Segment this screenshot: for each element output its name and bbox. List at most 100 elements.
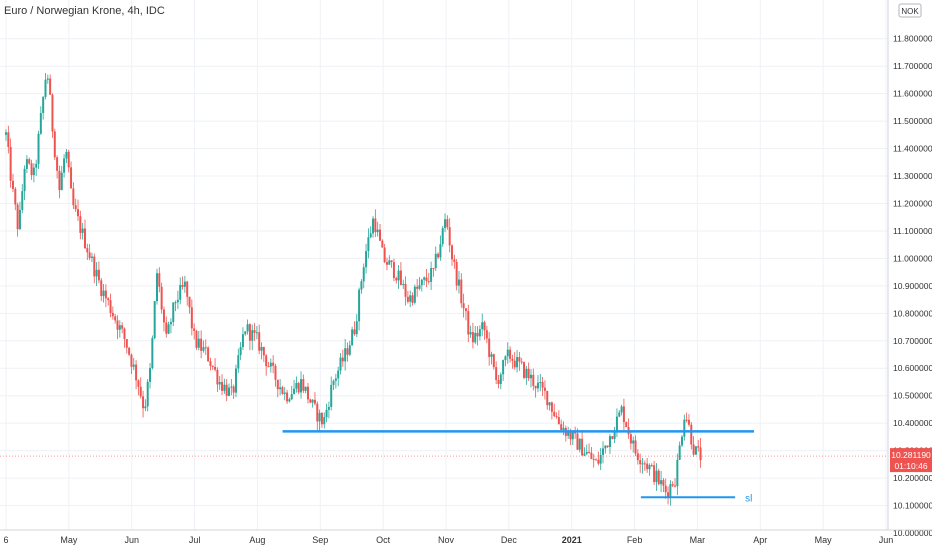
candle-body (374, 218, 377, 233)
candle-body (478, 329, 481, 337)
candle-body (81, 228, 84, 233)
candle-body (58, 170, 61, 191)
candle-body (483, 322, 486, 331)
candles-group (0, 73, 888, 506)
candle-body (650, 465, 653, 467)
candle-body (457, 279, 460, 286)
candle-body (323, 417, 326, 425)
price-axis-panel (888, 0, 932, 530)
candle-body (381, 240, 384, 248)
price-tick-label: 10.600000 (893, 363, 932, 373)
candle-body (474, 332, 477, 343)
candle-body (246, 324, 249, 332)
candle-body (267, 366, 270, 368)
candle-body (132, 364, 135, 367)
candle-body (399, 270, 402, 285)
price-tick-label: 10.200000 (893, 473, 932, 483)
candle-body (107, 298, 110, 301)
candle-body (404, 283, 407, 297)
time-tick-label: Oct (376, 535, 391, 545)
candle-body (169, 322, 172, 325)
candle-body (74, 205, 77, 210)
candle-body (334, 378, 337, 381)
candle-body (11, 180, 14, 189)
candle-body (311, 399, 314, 403)
candle-body (341, 357, 344, 362)
candle-body (625, 422, 628, 428)
candle-body (353, 329, 356, 335)
candle-body (51, 94, 54, 132)
candle-body (687, 419, 690, 425)
candle-body (567, 431, 570, 436)
candle-body (244, 331, 247, 335)
candle-body (151, 338, 154, 369)
time-tick-label: Jul (189, 535, 201, 545)
candle-body (615, 416, 618, 433)
candle-body (313, 399, 316, 404)
candle-body (293, 388, 296, 395)
candle-body (339, 357, 342, 371)
candle-body (39, 113, 42, 134)
candle-body (25, 159, 28, 169)
candle-body (576, 433, 579, 450)
candle-body (676, 459, 679, 487)
candle-body (190, 307, 193, 329)
candle-body (379, 229, 381, 241)
candle-body (286, 392, 289, 402)
candle-body (683, 419, 686, 437)
candle-body (121, 325, 124, 329)
candle-body (694, 446, 697, 455)
currency-badge-box (898, 3, 922, 18)
candle-body (79, 216, 82, 233)
candle-body (629, 434, 632, 444)
candle-body (667, 492, 670, 497)
candle-body (430, 268, 433, 282)
candle-body (330, 384, 333, 408)
candle-body (643, 463, 646, 465)
candle-body (462, 303, 465, 309)
candle-body (325, 409, 328, 418)
candle-body (611, 436, 614, 439)
candle-body (455, 261, 458, 286)
candle-body (88, 252, 91, 258)
candle-body (318, 412, 321, 422)
candle-body (529, 374, 532, 379)
price-tick-label: 10.900000 (893, 281, 932, 291)
candle-body (274, 365, 277, 380)
candle-body (23, 168, 26, 192)
candle-body (258, 332, 261, 351)
candle-body (70, 167, 73, 189)
price-tick-label: 10.700000 (893, 336, 932, 346)
candle-body (418, 285, 421, 289)
candle-body (532, 374, 535, 386)
drawings-group[interactable]: sl (282, 430, 754, 504)
candle-body (304, 386, 307, 391)
price-tick-label: 11.500000 (893, 116, 932, 126)
candle-body (413, 286, 416, 303)
time-tick-label: Apr (753, 535, 767, 545)
price-tick-label: 11.800000 (893, 34, 932, 44)
candle-body (135, 364, 138, 381)
candle-body (37, 133, 40, 164)
candle-body (123, 328, 126, 340)
candle-body (142, 396, 145, 409)
candle-body (416, 286, 419, 289)
candle-body (469, 332, 472, 335)
candle-body (655, 470, 658, 483)
price-axis[interactable]: 11.800000 11.700000 11.600000 11.500000 11.4… (887, 0, 932, 538)
candle-body (397, 270, 400, 281)
candle-body (77, 209, 80, 217)
candle-body (680, 436, 683, 446)
candle-body (390, 260, 393, 263)
candle-body (432, 268, 435, 270)
price-tick-label: 11.600000 (893, 89, 932, 99)
candle-body (451, 245, 454, 260)
candle-body (585, 451, 588, 454)
candle-body (202, 347, 205, 351)
candle-body (309, 399, 312, 403)
time-axis[interactable]: 6 May Jun Jul Aug Sep Oct Nov Dec 2021 Feb Mar Apr Ma… (0, 529, 932, 545)
candle-body (65, 151, 68, 159)
candle-body (660, 480, 663, 485)
candle-body (162, 309, 165, 323)
